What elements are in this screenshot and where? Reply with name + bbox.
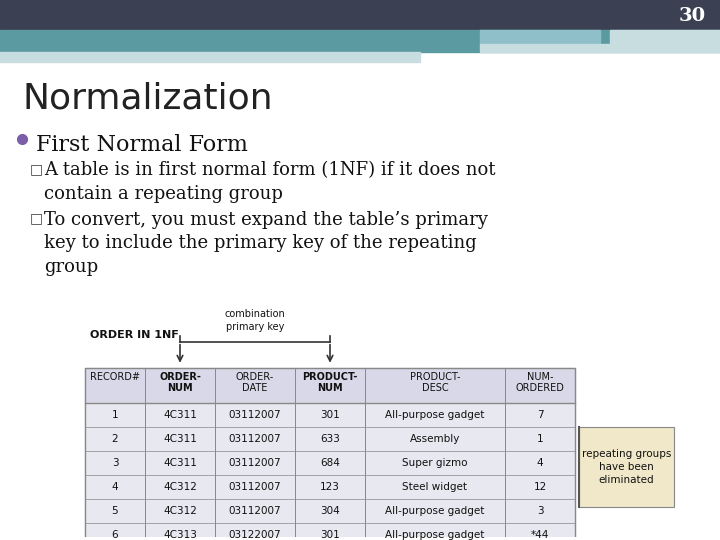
Text: 6: 6 <box>112 530 118 539</box>
Bar <box>85 403 575 427</box>
Text: *44: *44 <box>531 530 549 539</box>
Text: 4: 4 <box>536 458 544 468</box>
Text: repeating groups
have been
eliminated: repeating groups have been eliminated <box>582 449 671 485</box>
Bar <box>480 30 600 44</box>
Bar <box>0 30 720 52</box>
Bar <box>85 451 575 475</box>
Text: PRODUCT-
DESC: PRODUCT- DESC <box>410 372 460 393</box>
Bar <box>0 0 720 30</box>
Text: Super gizmo: Super gizmo <box>402 458 468 468</box>
Text: 1: 1 <box>536 434 544 444</box>
Text: 4C312: 4C312 <box>163 505 197 516</box>
Text: 3: 3 <box>536 505 544 516</box>
Text: RECORD#: RECORD# <box>90 372 140 382</box>
FancyBboxPatch shape <box>579 427 674 507</box>
Text: A table is in first normal form (1NF) if it does not
contain a repeating group: A table is in first normal form (1NF) if… <box>44 161 495 202</box>
Text: 633: 633 <box>320 434 340 444</box>
Bar <box>480 44 720 52</box>
Bar <box>85 368 575 403</box>
Text: All-purpose gadget: All-purpose gadget <box>385 410 485 420</box>
Text: 30: 30 <box>679 7 706 25</box>
Text: 12: 12 <box>534 482 546 492</box>
Text: 03112007: 03112007 <box>229 410 282 420</box>
Bar <box>85 475 575 499</box>
Text: NUM-
ORDERED: NUM- ORDERED <box>516 372 564 393</box>
Text: □: □ <box>30 212 43 226</box>
Text: 7: 7 <box>536 410 544 420</box>
Bar <box>85 427 575 451</box>
Text: Steel widget: Steel widget <box>402 482 467 492</box>
Text: 123: 123 <box>320 482 340 492</box>
Text: 03122007: 03122007 <box>229 530 282 539</box>
Text: To convert, you must expand the table’s primary
key to include the primary key o: To convert, you must expand the table’s … <box>44 211 488 276</box>
Text: ORDER IN 1NF: ORDER IN 1NF <box>90 330 179 340</box>
Text: 3: 3 <box>112 458 118 468</box>
Bar <box>0 52 420 62</box>
Text: Normalization: Normalization <box>22 82 273 116</box>
Text: 4C311: 4C311 <box>163 410 197 420</box>
Bar <box>85 523 575 540</box>
Text: 4C311: 4C311 <box>163 434 197 444</box>
Bar <box>85 368 575 540</box>
Text: 301: 301 <box>320 410 340 420</box>
Text: 2: 2 <box>112 434 118 444</box>
Text: 5: 5 <box>112 505 118 516</box>
Text: PRODUCT-
NUM: PRODUCT- NUM <box>302 372 358 393</box>
Text: 684: 684 <box>320 458 340 468</box>
Text: 4C311: 4C311 <box>163 458 197 468</box>
Text: 304: 304 <box>320 505 340 516</box>
Text: 03112007: 03112007 <box>229 434 282 444</box>
Text: 03112007: 03112007 <box>229 482 282 492</box>
Bar <box>85 499 575 523</box>
Text: 1: 1 <box>112 410 118 420</box>
Text: All-purpose gadget: All-purpose gadget <box>385 505 485 516</box>
Text: □: □ <box>30 162 43 176</box>
Text: ORDER-
DATE: ORDER- DATE <box>236 372 274 393</box>
Text: 4C313: 4C313 <box>163 530 197 539</box>
Text: combination
primary key: combination primary key <box>225 309 285 332</box>
Text: ORDER-
NUM: ORDER- NUM <box>159 372 201 393</box>
Text: All-purpose gadget: All-purpose gadget <box>385 530 485 539</box>
Text: 4: 4 <box>112 482 118 492</box>
Text: Assembly: Assembly <box>410 434 460 444</box>
Text: First Normal Form: First Normal Form <box>36 134 248 156</box>
Bar <box>610 30 720 44</box>
Text: 4C312: 4C312 <box>163 482 197 492</box>
Text: 03112007: 03112007 <box>229 505 282 516</box>
Text: 301: 301 <box>320 530 340 539</box>
Text: 03112007: 03112007 <box>229 458 282 468</box>
